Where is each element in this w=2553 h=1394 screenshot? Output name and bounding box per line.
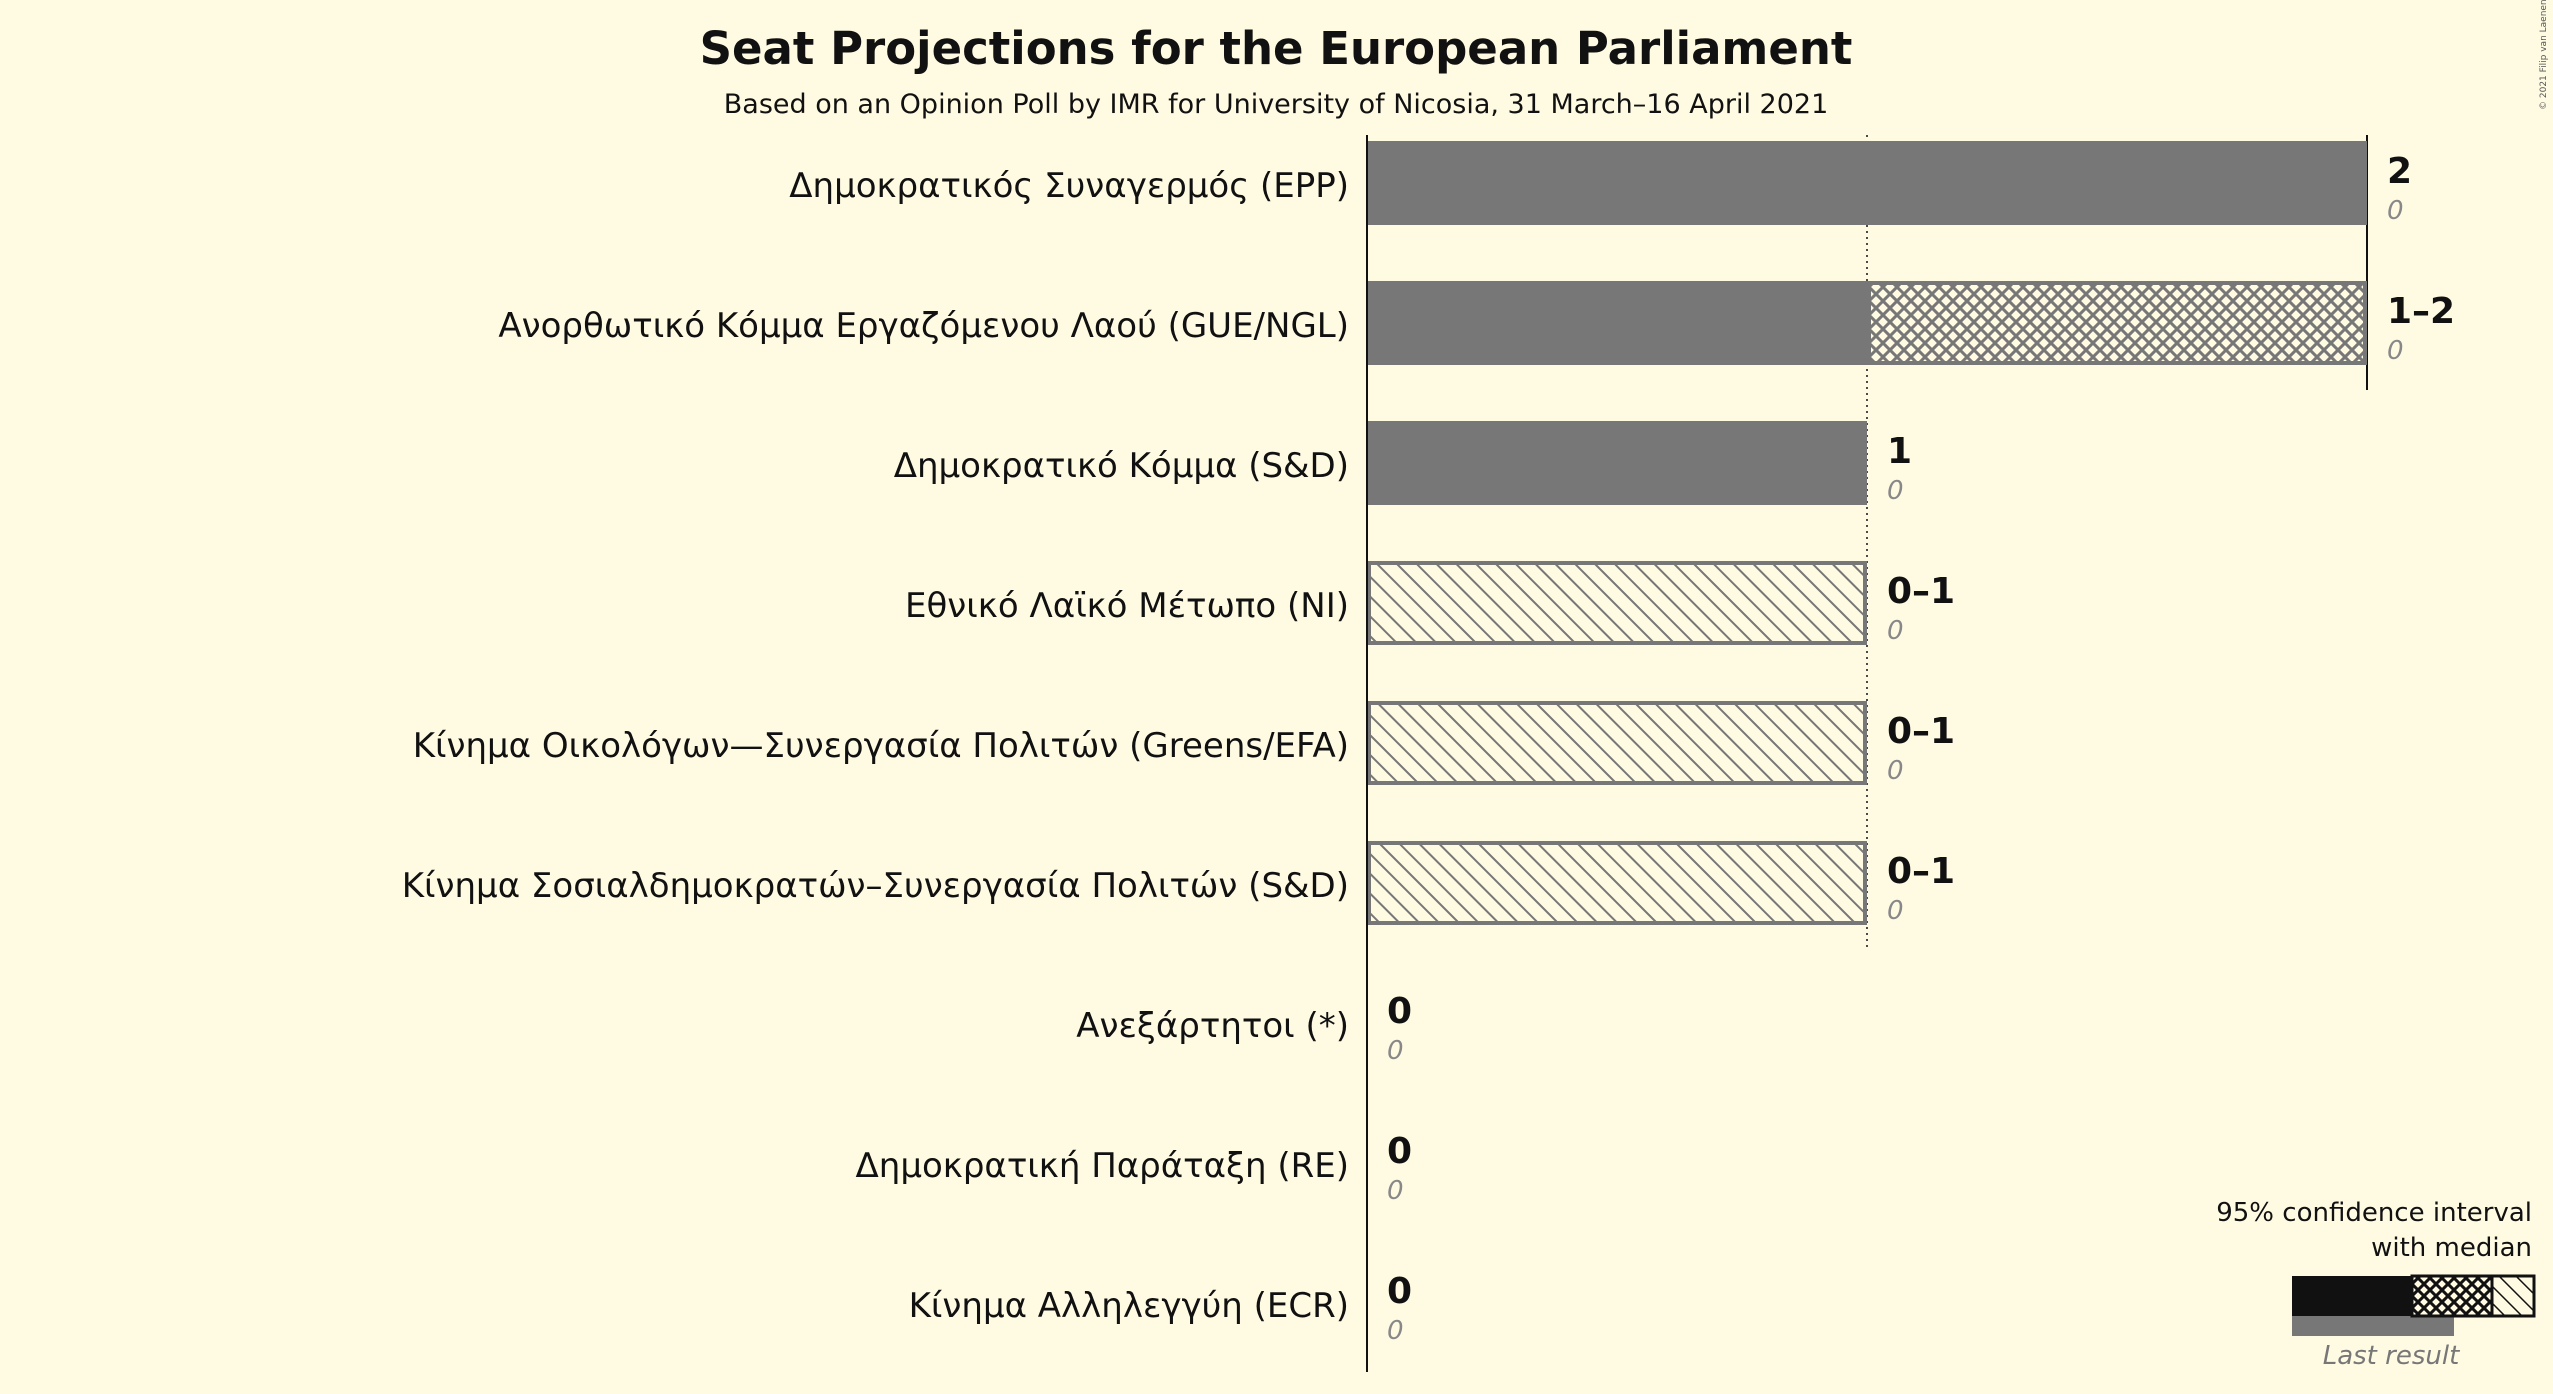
- range-label: 0: [1387, 1271, 1412, 1312]
- range-label: 2: [2387, 151, 2412, 192]
- party-label: Ανορθωτικό Κόμμα Εργαζόμενου Λαού (GUE/N…: [498, 306, 1349, 346]
- last-result-label: 0: [1887, 476, 1904, 506]
- range-label: 1: [1887, 431, 1912, 472]
- bar-diagonal-hatch: [1367, 701, 1867, 785]
- range-label: 0–1: [1887, 711, 1955, 752]
- bar-solid: [1367, 281, 1867, 365]
- range-label: 0–1: [1887, 851, 1955, 892]
- last-result-label: 0: [1887, 756, 1904, 786]
- party-label: Δημοκρατικός Συναγερμός (EPP): [789, 166, 1349, 206]
- last-result-label: 0: [2387, 336, 2404, 366]
- legend-solid-segment: [2292, 1276, 2412, 1316]
- legend-line-2: with median: [2371, 1233, 2532, 1263]
- range-label: 0–1: [1887, 571, 1955, 612]
- legend-last-result-label: Last result: [2323, 1341, 2460, 1371]
- party-label: Κίνημα Αλληλεγγύη (ECR): [909, 1286, 1349, 1326]
- range-label: 0: [1387, 991, 1412, 1032]
- bar-diagonal-hatch: [1367, 841, 1867, 925]
- last-result-label: 0: [1387, 1176, 1404, 1206]
- party-labels: Δημοκρατικός Συναγερμός (EPP) 2 0 Ανορθωτικ…: [402, 151, 2455, 1346]
- party-label: Δημοκρατικό Κόμμα (S&D): [894, 446, 1349, 486]
- range-label: 1–2: [2387, 291, 2455, 332]
- last-result-label: 0: [1887, 616, 1904, 646]
- bar-solid: [1367, 141, 2367, 225]
- party-label: Κίνημα Οικολόγων—Συνεργασία Πολιτών (Gre…: [413, 726, 1349, 766]
- legend-line-1: 95% confidence interval: [2216, 1198, 2532, 1228]
- copyright-notice: © 2021 Filip van Laenen: [2539, 0, 2549, 110]
- bar-solid: [1367, 421, 1867, 505]
- bars: [1367, 141, 2367, 925]
- last-result-label: 0: [1387, 1036, 1404, 1066]
- last-result-label: 0: [1387, 1316, 1404, 1346]
- bar-crosshatch: [1867, 281, 2367, 365]
- chart-subtitle: Based on an Opinion Poll by IMR for Univ…: [724, 89, 1829, 120]
- legend-crosshatch-segment: [2410, 1274, 2494, 1318]
- last-result-label: 0: [2387, 196, 2404, 226]
- gridlines: [1866, 135, 2368, 950]
- party-label: Ανεξάρτητοι (*): [1076, 1006, 1349, 1046]
- bar-diagonal-hatch: [1367, 561, 1867, 645]
- last-result-label: 0: [1887, 896, 1904, 926]
- party-label: Εθνικό Λαϊκό Μέτωπο (NI): [905, 586, 1349, 626]
- legend-diagonal-segment: [2490, 1274, 2536, 1318]
- party-label: Δημοκρατική Παράταξη (RE): [856, 1146, 1349, 1186]
- party-label: Κίνημα Σοσιαλδημοκρατών–Συνεργασία Πολιτ…: [402, 866, 1349, 906]
- legend: 95% confidence interval with median Last…: [2216, 1198, 2536, 1371]
- chart-title: Seat Projections for the European Parlia…: [700, 22, 1853, 75]
- range-label: 0: [1387, 1131, 1412, 1172]
